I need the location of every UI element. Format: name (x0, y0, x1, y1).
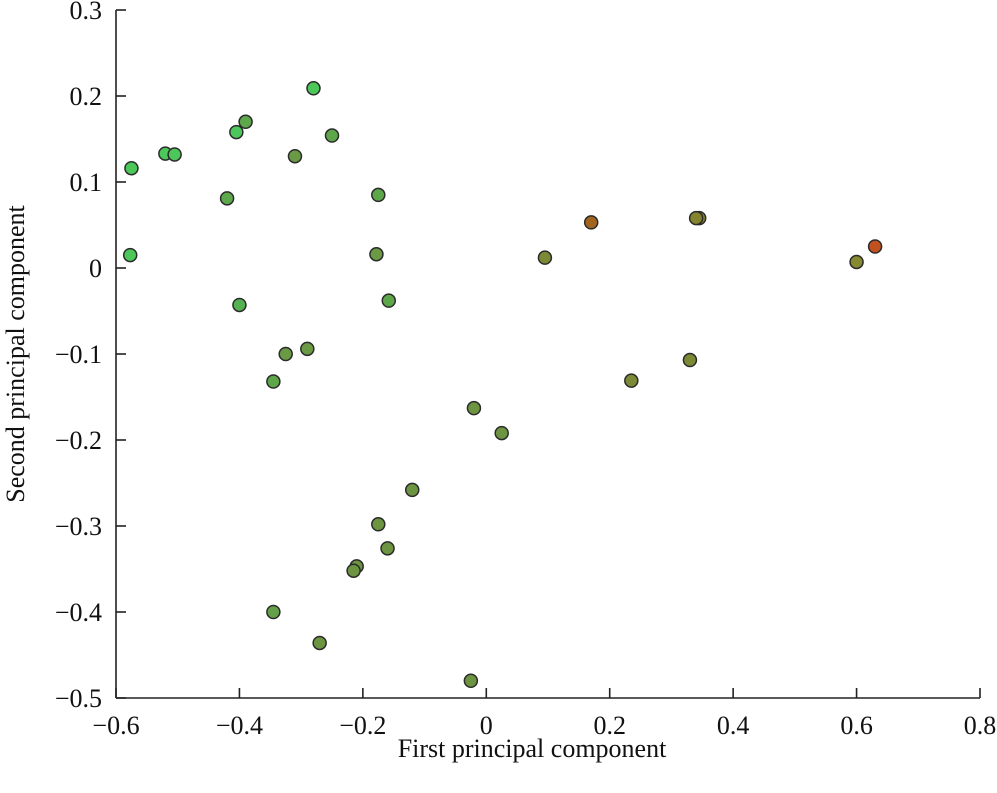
x-tick-label: 0.8 (964, 711, 997, 740)
scatter-point (122, 247, 138, 263)
x-tick-label: 0.4 (717, 711, 750, 740)
y-tick-label: 0 (89, 254, 102, 283)
scatter-point (266, 604, 281, 620)
scatter-point (324, 128, 340, 143)
x-tick-label: 0.6 (840, 711, 873, 740)
scatter-point (381, 293, 397, 308)
scatter-point (867, 239, 883, 254)
scatter-point (682, 352, 698, 368)
x-axis-ticks: −0.6 −0.4 −0.2 0 0.2 0.4 0.6 0.8 (92, 688, 996, 740)
scatter-point (312, 635, 327, 651)
x-tick-label: 0.2 (593, 711, 626, 740)
scatter-point (287, 148, 303, 164)
y-tick-label: −0.3 (55, 512, 102, 541)
scatter-point (229, 124, 244, 140)
scatter-point (624, 373, 639, 388)
scatter-point (232, 297, 247, 313)
scatter-point (346, 563, 361, 578)
y-axis-ticks: −0.5 −0.4 −0.3 −0.2 −0.1 0 0.1 0.2 0.3 (55, 0, 126, 713)
scatter-point (688, 210, 704, 226)
axes (115, 10, 980, 699)
x-tick-label: 0 (480, 711, 493, 740)
x-tick-label: −0.4 (216, 711, 263, 740)
scatter-point (404, 482, 420, 498)
scatter-point (494, 425, 509, 441)
scatter-point (238, 114, 253, 130)
scatter-point (583, 215, 599, 230)
x-tick-label: −0.6 (92, 711, 139, 740)
scatter-point (371, 517, 386, 532)
scatter-point (300, 341, 315, 357)
y-tick-label: −0.4 (55, 598, 102, 627)
scatter-point (466, 400, 482, 416)
x-axis-title: First principal component (398, 734, 667, 763)
scatter-point (219, 191, 235, 206)
scatter-point (278, 346, 293, 362)
x-tick-label: −0.2 (339, 711, 386, 740)
scatter-point (849, 254, 864, 270)
scatter-point (371, 187, 386, 203)
scatter-point (463, 673, 479, 689)
y-tick-label: 0.1 (70, 168, 103, 197)
scatter-points (122, 81, 883, 689)
y-tick-label: −0.1 (55, 340, 102, 369)
y-tick-label: −0.5 (55, 684, 102, 713)
scatter-point (369, 246, 384, 262)
scatter-point (167, 147, 182, 162)
y-axis-title: Second principal component (1, 204, 30, 502)
y-tick-label: 0.3 (70, 0, 103, 25)
scatter-point (124, 160, 139, 176)
y-tick-label: −0.2 (55, 426, 102, 455)
scatter-point (266, 374, 281, 389)
scatter-point (380, 541, 395, 556)
scatter-point (306, 81, 321, 96)
y-tick-label: 0.2 (70, 82, 103, 111)
scatter-point (537, 250, 553, 265)
